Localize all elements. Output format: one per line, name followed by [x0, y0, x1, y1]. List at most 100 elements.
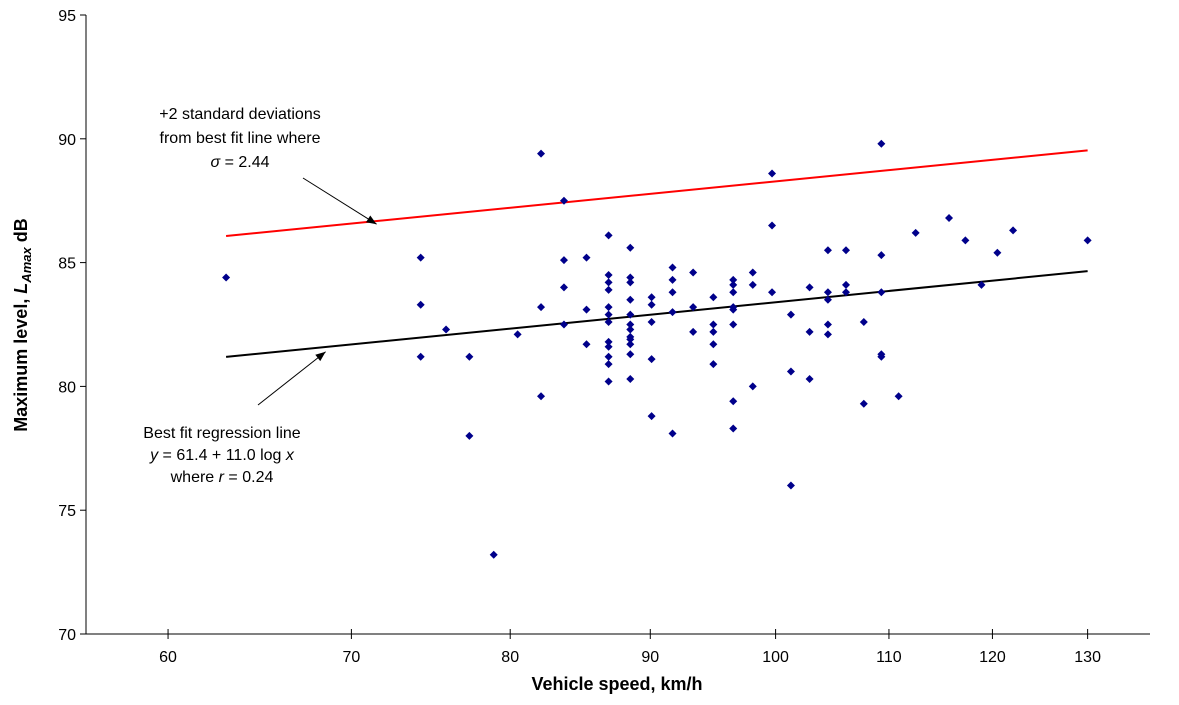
y-tick-label: 95 — [58, 8, 76, 25]
data-point — [668, 429, 677, 438]
data-point — [842, 288, 851, 297]
data-point — [626, 273, 635, 282]
sd-annotation-arrowhead — [366, 215, 377, 225]
r-value: = 0.24 — [224, 469, 273, 486]
data-point — [859, 318, 868, 327]
data-point — [729, 320, 738, 329]
data-point — [823, 288, 832, 297]
sd-annotation-line-3: σ = 2.44 — [210, 154, 269, 171]
data-point — [786, 367, 795, 376]
data-point — [626, 374, 635, 383]
data-point — [559, 320, 568, 329]
sd-annotation-line-2: from best fit line where — [160, 130, 321, 147]
r-prefix: where — [170, 469, 219, 486]
data-point — [805, 374, 814, 383]
data-point — [537, 392, 546, 401]
data-point — [842, 280, 851, 289]
x-ticks: 60 70 80 90 100 110 120 130 — [159, 629, 1101, 666]
data-point — [604, 377, 613, 386]
data-point — [582, 340, 591, 349]
sd-annotation-line-1: +2 standard deviations — [159, 106, 320, 123]
data-point — [709, 340, 718, 349]
data-point — [805, 327, 814, 336]
y-ticks: 70 75 80 85 90 95 — [58, 8, 86, 644]
data-point — [647, 355, 656, 364]
data-point — [416, 300, 425, 309]
data-point — [537, 303, 546, 312]
equation-x: x — [285, 447, 295, 464]
data-point — [709, 293, 718, 302]
data-point — [823, 295, 832, 304]
data-point — [604, 342, 613, 351]
data-point — [582, 305, 591, 314]
y-tick-label: 80 — [58, 379, 76, 396]
data-point — [709, 320, 718, 329]
data-point — [582, 253, 591, 262]
data-point — [668, 308, 677, 317]
sigma-value: = 2.44 — [220, 154, 269, 171]
data-point — [513, 330, 522, 339]
data-point — [729, 275, 738, 284]
data-point — [993, 248, 1002, 257]
data-point — [748, 268, 757, 277]
data-point — [689, 303, 698, 312]
data-point — [465, 431, 474, 440]
data-point — [668, 263, 677, 272]
data-points — [222, 139, 1092, 559]
data-point — [729, 288, 738, 297]
data-point — [647, 293, 656, 302]
data-point — [604, 360, 613, 369]
data-point — [709, 360, 718, 369]
data-point — [626, 325, 635, 334]
data-point — [823, 246, 832, 255]
data-point — [823, 320, 832, 329]
data-point — [604, 231, 613, 240]
axes: 70 75 80 85 90 95 60 70 80 90 100 110 120 130 — [58, 8, 1150, 666]
data-point — [537, 149, 546, 158]
data-point — [689, 268, 698, 277]
plus-two-sd-line — [225, 149, 1088, 238]
data-point — [768, 169, 777, 178]
data-point — [786, 310, 795, 319]
data-point — [668, 275, 677, 284]
data-point — [647, 318, 656, 327]
data-point — [465, 352, 474, 361]
regression-annotation-arrowhead — [315, 351, 326, 362]
y-axis-title-symbol: L — [11, 283, 31, 294]
data-point — [559, 256, 568, 265]
data-point — [729, 397, 738, 406]
data-point — [626, 340, 635, 349]
data-point — [729, 280, 738, 289]
y-tick-label: 70 — [58, 627, 76, 644]
data-point — [945, 214, 954, 223]
x-tick-label: 120 — [979, 649, 1006, 666]
regression-annotation-line-1: Best fit regression line — [143, 425, 301, 442]
data-point — [626, 278, 635, 287]
data-point — [859, 399, 868, 408]
y-tick-label: 90 — [58, 132, 76, 149]
data-point — [604, 270, 613, 279]
data-point — [689, 327, 698, 336]
data-point — [729, 424, 738, 433]
data-point — [604, 310, 613, 319]
data-point — [877, 139, 886, 148]
sd-annotation-arrow — [302, 177, 377, 225]
x-tick-label: 70 — [342, 649, 360, 666]
data-point — [786, 481, 795, 490]
data-point — [748, 280, 757, 289]
equation-body: = 61.4 + 11.0 log — [158, 447, 286, 464]
x-tick-label: 80 — [501, 649, 519, 666]
x-tick-label: 130 — [1074, 649, 1101, 666]
data-point — [877, 288, 886, 297]
data-point — [977, 280, 986, 289]
data-point — [559, 196, 568, 205]
data-point — [604, 278, 613, 287]
data-point — [748, 382, 757, 391]
data-point — [894, 392, 903, 401]
data-point — [877, 251, 886, 260]
data-point — [877, 352, 886, 361]
data-point — [626, 335, 635, 344]
data-point — [768, 221, 777, 230]
data-point — [668, 288, 677, 297]
data-point — [626, 295, 635, 304]
